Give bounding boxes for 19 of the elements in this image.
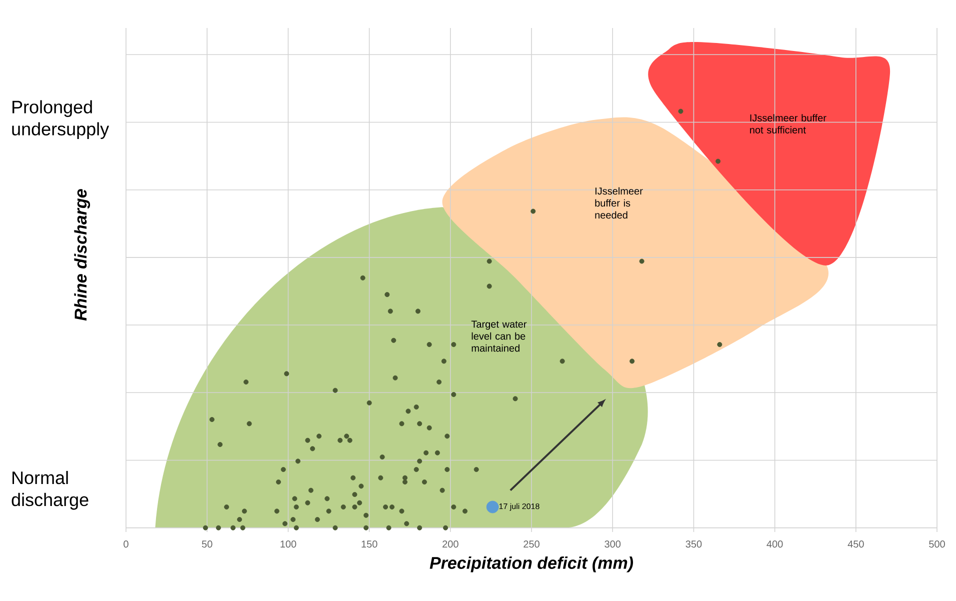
x-tick-label: 200 xyxy=(442,540,458,548)
text: Prolonged undersupply xyxy=(12,100,110,140)
x-tick-label: 300 xyxy=(604,540,621,548)
x-tick-label: 50 xyxy=(202,540,212,548)
x-tick-label: 350 xyxy=(686,540,702,548)
x-tick-label: 450 xyxy=(848,540,864,548)
y-axis-title: Rhine discharge xyxy=(74,189,90,321)
x-tick-label: 250 xyxy=(524,540,540,548)
x-axis-title: Precipitation deficit (mm) xyxy=(430,556,633,572)
annotation: Target water level can be maintained xyxy=(471,320,527,352)
x-tick-label: 400 xyxy=(766,540,783,548)
x-tick-label: 150 xyxy=(362,540,378,548)
annotation: IJsselmeer buffer not sufficient xyxy=(750,114,826,134)
text: Normal discharge xyxy=(12,470,88,510)
x-tick-label: 500 xyxy=(929,540,945,548)
x-tick-label: 100 xyxy=(280,540,296,548)
annotation: 17 juli 2018 xyxy=(499,503,540,511)
x-tick-label: 0 xyxy=(124,540,128,548)
annotation: IJsselmeer buffer is needed xyxy=(595,187,643,219)
